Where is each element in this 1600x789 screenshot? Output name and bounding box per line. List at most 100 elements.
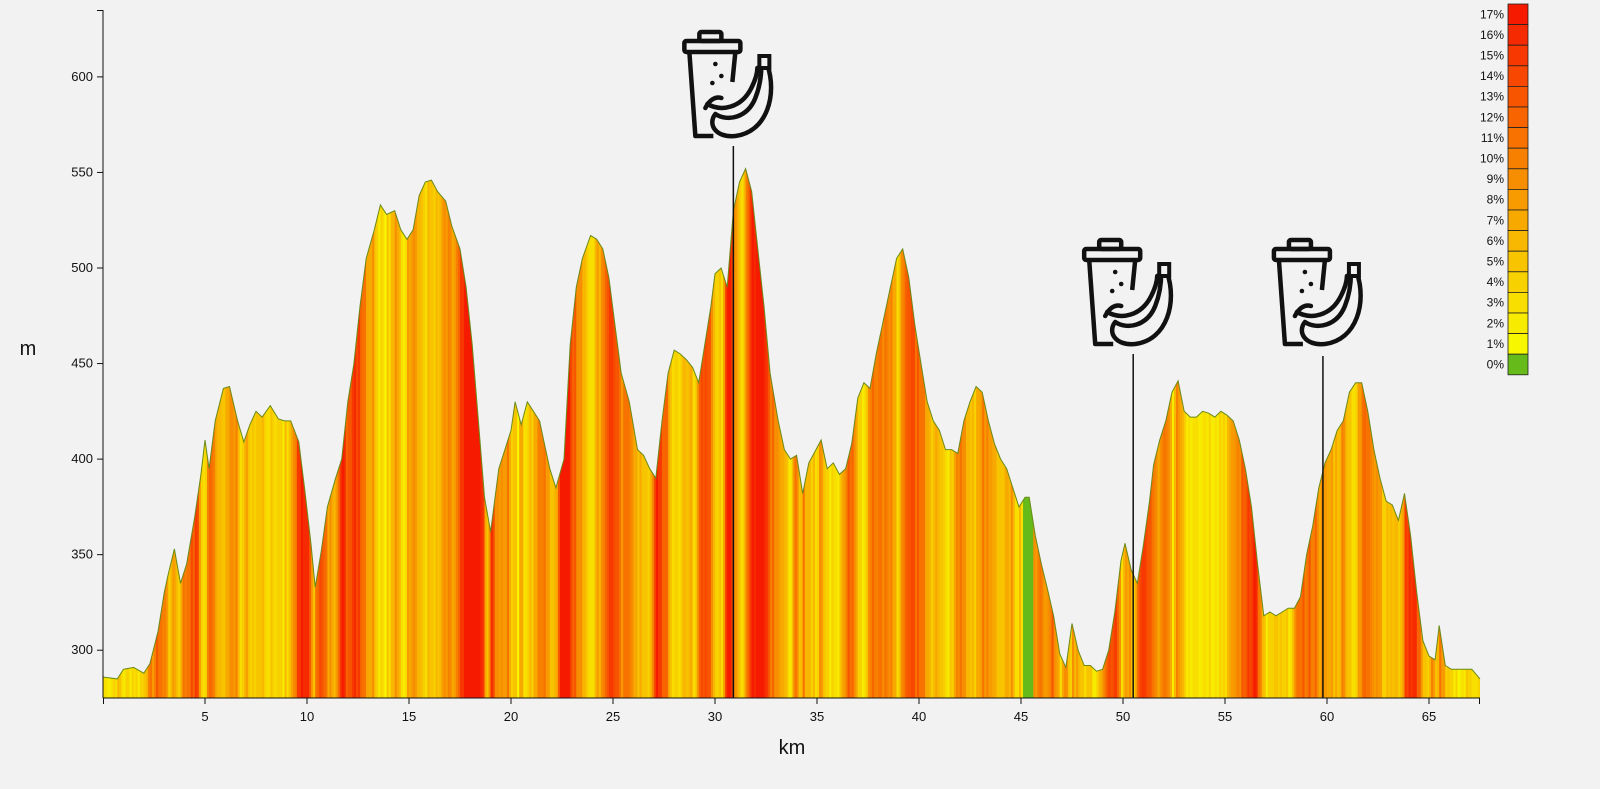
grade-stripe <box>1163 168 1167 698</box>
grade-stripe <box>853 168 857 698</box>
grade-stripe <box>686 168 690 698</box>
grade-stripe <box>119 168 122 698</box>
grade-stripe <box>1171 168 1175 698</box>
grade-stripe <box>462 168 465 698</box>
svg-text:5: 5 <box>201 709 208 724</box>
grade-stripe <box>627 168 630 698</box>
grade-stripe <box>882 168 885 698</box>
grade-stripe <box>105 168 108 698</box>
grade-stripe <box>439 168 443 698</box>
grade-stripe <box>154 168 157 698</box>
grade-stripe <box>111 168 114 698</box>
grade-stripe <box>1267 168 1271 698</box>
grade-stripe <box>149 168 153 698</box>
grade-stripe <box>1106 168 1110 698</box>
grade-stripe <box>631 168 634 698</box>
grade-stripe <box>225 168 229 698</box>
grade-stripe <box>872 168 875 698</box>
grade-stripe <box>763 168 767 698</box>
grade-stripe <box>925 168 928 698</box>
grade-stripe <box>1433 168 1436 698</box>
grade-stripe <box>1188 168 1191 698</box>
grade-stripe <box>859 168 863 698</box>
grade-stripe <box>1110 168 1114 698</box>
grade-stripe <box>751 168 755 698</box>
grade-stripe <box>1212 168 1216 698</box>
legend-item: 2% <box>1487 312 1529 335</box>
grade-stripe <box>1278 168 1281 698</box>
grade-stripe <box>147 168 151 698</box>
grade-stripe <box>221 168 224 698</box>
grade-stripe <box>1210 168 1214 698</box>
svg-text:60: 60 <box>1320 709 1334 724</box>
grade-stripe <box>1190 168 1193 698</box>
grade-stripe <box>884 168 887 698</box>
grade-stripe <box>411 168 414 698</box>
legend-item: 12% <box>1480 106 1529 129</box>
svg-text:7%: 7% <box>1487 213 1505 227</box>
grade-stripe <box>1359 168 1363 698</box>
grade-stripe <box>690 168 694 698</box>
elevation-profile-line <box>102 167 1481 680</box>
grade-stripe <box>768 168 771 698</box>
grade-stripe <box>376 168 379 698</box>
grade-stripe <box>876 168 879 698</box>
grade-stripe <box>268 168 271 698</box>
grade-stripe <box>967 168 971 698</box>
grade-stripe <box>531 168 535 698</box>
svg-text:450: 450 <box>71 356 93 371</box>
grade-stripe <box>270 168 273 698</box>
grade-stripe <box>1063 168 1067 698</box>
grade-stripe <box>1200 168 1204 698</box>
grade-stripe <box>715 168 718 698</box>
grade-stripe <box>684 168 688 698</box>
x-tick: 5 <box>201 698 209 724</box>
grade-stripe <box>1098 168 1102 698</box>
grade-stripe <box>608 168 612 698</box>
grade-stripe <box>1069 168 1073 698</box>
grade-stripe <box>517 168 520 698</box>
x-tick: 40 <box>912 698 926 724</box>
grade-stripe <box>1182 168 1185 698</box>
grade-stripe <box>694 168 698 698</box>
grade-stripe <box>1206 168 1210 698</box>
svg-text:65: 65 <box>1422 709 1436 724</box>
grade-stripe <box>384 168 388 698</box>
grade-stripe <box>865 168 869 698</box>
grade-stripe <box>1455 168 1459 698</box>
grade-stripe <box>965 168 969 698</box>
grade-stripe <box>131 168 135 698</box>
grade-stripe <box>1194 168 1198 698</box>
grade-stripe <box>1473 168 1477 698</box>
grade-stripe <box>115 168 118 698</box>
svg-text:25: 25 <box>606 709 620 724</box>
legend-item: 14% <box>1480 65 1529 87</box>
y-tick: 350 <box>71 547 103 562</box>
grade-stripe <box>515 168 518 698</box>
grade-stripe <box>619 168 622 698</box>
grade-stripe <box>892 168 896 698</box>
svg-text:4%: 4% <box>1487 275 1505 289</box>
grade-stripe <box>425 168 428 698</box>
grade-stripe <box>423 168 426 698</box>
grade-stripe <box>1059 168 1063 698</box>
grade-stripe <box>1169 168 1173 698</box>
grade-stripe <box>870 168 873 698</box>
grade-stripe <box>906 168 910 698</box>
grade-stripe <box>1092 168 1096 698</box>
grade-stripe <box>372 168 375 698</box>
grade-stripe <box>963 168 967 698</box>
grade-stripe <box>1084 168 1087 698</box>
grade-stripe <box>888 168 892 698</box>
grade-stripe <box>1214 168 1218 698</box>
legend-item: 15% <box>1480 44 1529 67</box>
grade-stripe <box>1067 168 1071 698</box>
grade-stripe <box>696 168 700 698</box>
grade-stripe <box>537 168 541 698</box>
grade-stripe <box>886 168 889 698</box>
grade-stripe <box>1365 168 1369 698</box>
grade-stripe <box>1435 168 1438 698</box>
grade-stripe <box>400 168 404 698</box>
grade-stripe <box>1057 168 1061 698</box>
grade-stripe <box>578 168 581 698</box>
